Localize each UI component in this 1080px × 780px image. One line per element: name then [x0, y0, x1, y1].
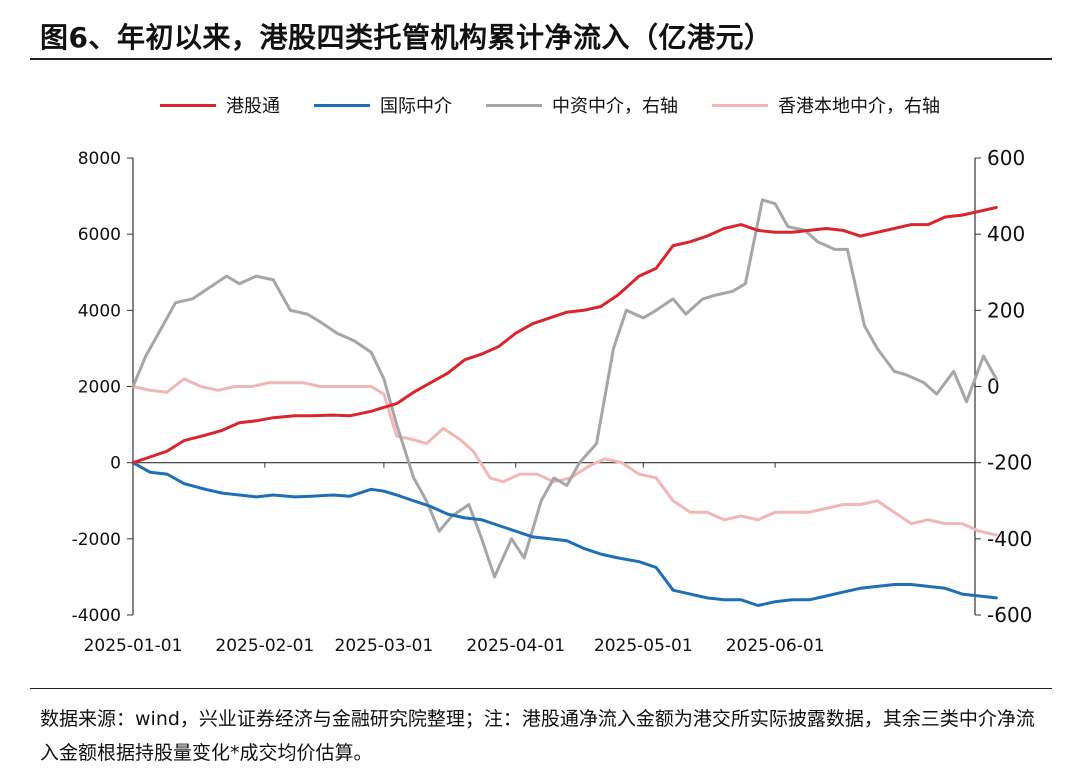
series-line-3: [131, 377, 998, 537]
x-tick-label: 2025-02-01: [215, 636, 314, 656]
left-tick-label: 2000: [78, 378, 121, 398]
title-divider: [30, 58, 1052, 60]
right-tick-label: 400: [987, 222, 1025, 246]
legend-item-chinese: 中资中介，右轴: [486, 92, 678, 118]
legend-item-hk-connect: 港股通: [160, 92, 280, 118]
legend-label-hk-connect: 港股通: [226, 96, 280, 117]
chart-title: 图6、年初以来，港股四类托管机构累计净流入（亿港元）: [40, 21, 773, 54]
left-tick-label: 8000: [78, 149, 121, 169]
right-tick-label: 600: [987, 146, 1025, 170]
legend-item-local: 香港本地中介，右轴: [712, 92, 940, 118]
x-tick-label: 2025-06-01: [726, 636, 825, 656]
series-line-1: [131, 461, 998, 607]
left-tick-label: 6000: [78, 225, 121, 245]
series-line-0: [131, 206, 998, 465]
left-tick-label: 0: [110, 454, 121, 474]
right-tick-label: -600: [987, 603, 1032, 627]
legend-swatch-international: [314, 103, 370, 107]
series-line-2: [131, 198, 998, 579]
legend-swatch-local: [712, 103, 768, 107]
line-chart: 80006000400020000-2000-40006004002000-20…: [72, 146, 1033, 656]
left-tick-label: 4000: [78, 301, 121, 321]
right-tick-label: -400: [987, 527, 1032, 551]
legend-swatch-hk-connect: [160, 103, 216, 107]
legend-swatch-chinese: [486, 103, 542, 107]
x-tick-label: 2025-05-01: [594, 636, 693, 656]
left-tick-label: -2000: [72, 530, 121, 550]
x-tick-label: 2025-01-01: [84, 636, 183, 656]
x-tick-label: 2025-04-01: [466, 636, 565, 656]
footer-divider: [30, 688, 1052, 689]
right-tick-label: 200: [987, 298, 1025, 322]
legend-label-international: 国际中介: [380, 96, 452, 117]
x-tick-label: 2025-03-01: [335, 636, 434, 656]
right-tick-label: -200: [987, 451, 1032, 475]
legend-label-local: 香港本地中介，右轴: [778, 96, 940, 117]
legend-item-international: 国际中介: [314, 92, 452, 118]
left-tick-label: -4000: [72, 606, 121, 626]
legend-label-chinese: 中资中介，右轴: [552, 96, 678, 117]
right-tick-label: 0: [987, 375, 1000, 399]
source-note: 数据来源：wind，兴业证券经济与金融研究院整理；注：港股通净流入金额为港交所实…: [40, 708, 1035, 764]
chart-legend: 港股通 国际中介 中资中介，右轴 香港本地中介，右轴: [160, 92, 940, 118]
